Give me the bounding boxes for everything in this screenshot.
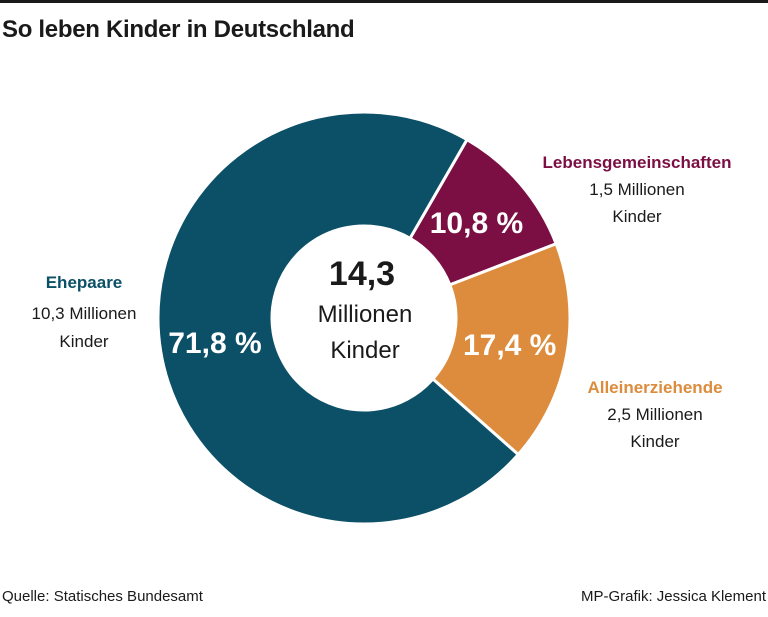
legend-ehepaare-unit: Kinder [59, 332, 108, 351]
chart-title: So leben Kinder in Deutschland [2, 16, 355, 43]
center-total-unit: Millionen [318, 301, 413, 328]
legend-lebensgemeinschaften-unit: Kinder [612, 207, 661, 226]
slice-label-lebensgemeinschaften: 10,8 % [430, 207, 523, 240]
legend-lebensgemeinschaften-name: Lebensgemeinschaften [543, 153, 732, 172]
slice-label-ehepaare: 71,8 % [168, 327, 261, 360]
credit-note: MP-Grafik: Jessica Klement [580, 588, 766, 605]
legend-alleinerziehende-name: Alleinerziehende [587, 378, 722, 397]
center-total-subject: Kinder [330, 337, 399, 364]
slice-alleinerziehende [430, 241, 572, 457]
legend-lebensgemeinschaften-count: 1,5 Millionen [589, 180, 684, 199]
top-rule [0, 0, 768, 3]
legend-alleinerziehende-unit: Kinder [630, 432, 679, 451]
source-note: Quelle: Statisches Bundesamt [2, 588, 203, 605]
legend-ehepaare-count: 10,3 Millionen [32, 304, 137, 323]
legend-alleinerziehende-count: 2,5 Millionen [607, 405, 702, 424]
center-total-value: 14,3 [329, 255, 395, 293]
slice-label-alleinerziehende: 17,4 % [463, 329, 556, 362]
slice-ehepaare [156, 110, 521, 526]
legend-ehepaare-name: Ehepaare [46, 273, 123, 292]
